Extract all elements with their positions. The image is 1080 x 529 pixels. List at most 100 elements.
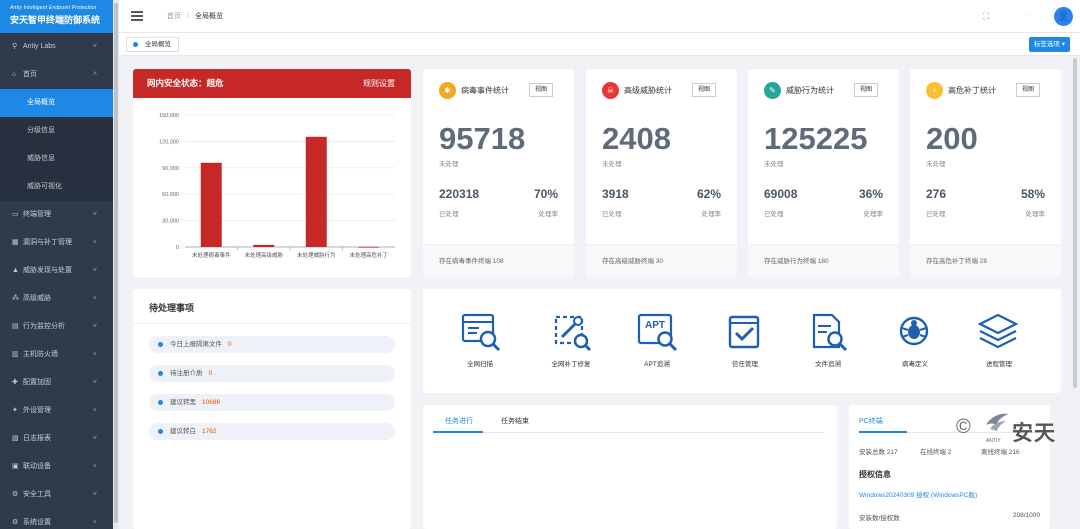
- security-status-header: 网内安全状态：超危 规则设置: [133, 69, 411, 98]
- sidebar-scrollbar[interactable]: [113, 0, 119, 529]
- tool-process[interactable]: 进程管理: [964, 311, 1034, 368]
- view-button[interactable]: 视图: [854, 83, 879, 97]
- tool-scan[interactable]: 全网扫描: [445, 311, 515, 368]
- sidebar-item-label: 日志报表: [23, 435, 51, 442]
- sidebar-item-13[interactable]: ✦ 外设管理 ˅: [0, 397, 113, 425]
- chevron-down-icon: ˅: [92, 491, 97, 498]
- sidebar-item-8[interactable]: ▲ 威胁发现与处置 ˅: [0, 257, 113, 285]
- tab-pc-terminal[interactable]: PC终端: [859, 418, 883, 425]
- stat-footer[interactable]: 存在高级威胁终端 30: [586, 244, 737, 277]
- pending-item[interactable]: 建议转白 1762: [149, 423, 395, 440]
- view-button[interactable]: 视图: [692, 83, 717, 97]
- behavior-icon: ✎: [764, 82, 781, 99]
- rule-settings-link[interactable]: 规则设置: [363, 79, 395, 88]
- sidebar-item-label: 主机防火墙: [23, 351, 58, 358]
- y-tick-label: 90,000: [162, 166, 179, 172]
- sidebar-item-16[interactable]: ⚙ 安全工具 ˅: [0, 481, 113, 509]
- sidebar-item-1[interactable]: ⌂ 首页 ˄: [0, 61, 113, 89]
- sidebar-item-5[interactable]: 威胁可视化: [0, 173, 113, 201]
- tab-task-running[interactable]: 任务进行: [445, 418, 473, 425]
- bar-3[interactable]: [358, 246, 380, 248]
- sidebar-item-4[interactable]: 威胁信息: [0, 145, 113, 173]
- tab-options-button[interactable]: 标签选项 ▾: [1028, 37, 1070, 52]
- sidebar-item-6[interactable]: ▭ 终端管理 ˅: [0, 201, 113, 229]
- bar-2[interactable]: [305, 136, 327, 247]
- sidebar-item-10[interactable]: ▤ 行为监控分析 ˅: [0, 313, 113, 341]
- sidebar-item-label: 威胁发现与处置: [23, 267, 72, 274]
- y-tick-label: 60,000: [162, 192, 179, 198]
- sidebar-item-2[interactable]: 全局概览: [0, 89, 113, 117]
- home-icon: ⌂: [12, 71, 17, 78]
- watermark-brand-en: ANTIY: [986, 438, 1001, 444]
- handled-count: 3918: [602, 187, 629, 201]
- sidebar-item-9[interactable]: ⁂ 高级威胁 ˅: [0, 285, 113, 313]
- tab-task-finished[interactable]: 任务结束: [501, 418, 529, 425]
- x-tick-label: 未处理病毒事件: [192, 251, 231, 259]
- chevron-down-icon: ˅: [92, 519, 97, 526]
- chevron-down-icon: ˅: [92, 379, 97, 386]
- view-button[interactable]: 视图: [1016, 83, 1041, 97]
- pending-item[interactable]: 建议转黑 10686: [149, 394, 395, 411]
- chevron-down-icon: ˅: [92, 463, 97, 470]
- fullscreen-icon[interactable]: ⛶: [983, 11, 990, 21]
- sidebar-item-15[interactable]: ▣ 联动设备 ˅: [0, 453, 113, 481]
- install-license-value: 208/1000: [1012, 512, 1040, 519]
- sidebar-menu: ⚲ Antiy Labs ˅ ⌂ 首页 ˄ 全局概览分级信息 威胁信息 威胁可视化 ▭ 终端管理 ˅ ▦…: [0, 33, 113, 529]
- unhandled-label: 未处理: [926, 161, 946, 168]
- sidebar-item-label: 全局概览: [27, 99, 55, 106]
- stat-card-1: ☠ 高级威胁统计 视图 2408 未处理 3918 已处理 62% 处理率 存在高级威胁终端 30: [586, 69, 737, 277]
- handle-rate-label: 处理率: [538, 211, 559, 218]
- y-tick-label: 150,000: [159, 113, 179, 119]
- analysis-icon: ▤: [12, 323, 19, 330]
- tool-virus-define[interactable]: 病毒定义: [880, 311, 950, 368]
- sidebar-item-14[interactable]: ▧ 日志报表 ˅: [0, 425, 113, 453]
- pending-item-count: 10686: [202, 399, 221, 406]
- app-logo[interactable]: Antiy Intelligent Endpoint Protection 安天…: [0, 0, 113, 33]
- stat-footer[interactable]: 存在威胁行为终端 180: [748, 244, 899, 277]
- sidebar-item-12[interactable]: ✚ 配置加固 ˅: [0, 369, 113, 397]
- tool-file-trace[interactable]: 文件追溯: [793, 311, 863, 368]
- pending-item[interactable]: 今日上报隔离文件 0: [149, 336, 395, 353]
- logo-chinese: 安天智甲终端防御系统: [10, 15, 101, 25]
- tool-trust[interactable]: 信任管理: [710, 311, 780, 368]
- install-license-label: 安装数/授权数: [859, 515, 900, 522]
- security-status-value: 超危: [206, 78, 224, 88]
- breadcrumb-home[interactable]: 首页: [167, 13, 181, 20]
- antiy-watermark: © 安天 ANTIY: [956, 411, 1066, 451]
- tool-patch-repair[interactable]: 全网补丁修复: [536, 311, 606, 368]
- sidebar-item-17[interactable]: ⚙ 系统设置 ˅: [0, 509, 113, 529]
- stat-footer[interactable]: 存在病毒事件终端 108: [423, 244, 574, 277]
- sidebar-item-label: 配置加固: [23, 379, 51, 386]
- handle-rate-label: 处理率: [863, 211, 884, 218]
- threat-icon: ☠: [602, 82, 619, 99]
- pending-item-count: 1762: [202, 428, 217, 435]
- tool-label: 病毒定义: [902, 361, 928, 368]
- tool-apt[interactable]: APT APT追溯: [622, 311, 692, 368]
- license-title: 授权信息: [859, 470, 891, 479]
- device-icon: ✦: [12, 407, 18, 414]
- pc-terminal-card: PC终端 安装总数 217 在线终端 2 离线终端 216 授权信息 Windo…: [849, 405, 1050, 529]
- handled-count: 69008: [764, 187, 798, 201]
- sidebar-item-0[interactable]: ⚲ Antiy Labs ˅: [0, 33, 113, 61]
- pending-item[interactable]: 待注册介质 0: [149, 365, 395, 382]
- view-button[interactable]: 视图: [529, 83, 554, 97]
- bar-0[interactable]: [200, 162, 222, 247]
- sidebar-item-7[interactable]: ▦ 漏洞与补丁管理 ˅: [0, 229, 113, 257]
- user-avatar-icon[interactable]: 👤: [1054, 7, 1073, 26]
- sidebar-item-label: 安全工具: [23, 491, 51, 498]
- tool-label: 全网扫描: [467, 361, 493, 368]
- pending-item-label: 待注册介质: [170, 370, 203, 377]
- hamburger-menu-icon[interactable]: [131, 11, 143, 21]
- tool-label: 信任管理: [732, 361, 758, 368]
- sidebar-item-11[interactable]: ▥ 主机防火墙 ˅: [0, 341, 113, 369]
- sidebar-item-3[interactable]: 分级信息: [0, 117, 113, 145]
- tool-label: 文件追溯: [815, 361, 841, 368]
- tab-global-overview[interactable]: 全局概览: [126, 37, 179, 52]
- sidebar-item-label: 行为监控分析: [23, 323, 65, 330]
- warning-icon: ▲: [12, 267, 19, 274]
- stat-footer[interactable]: 存在高危补丁终端 28: [910, 244, 1061, 277]
- main-scrollbar[interactable]: [1072, 56, 1080, 529]
- bar-1[interactable]: [253, 244, 275, 247]
- license-link[interactable]: Windows20240309 授权 (WindowsPC版): [859, 492, 978, 499]
- pending-item-label: 建议转黑: [170, 399, 196, 406]
